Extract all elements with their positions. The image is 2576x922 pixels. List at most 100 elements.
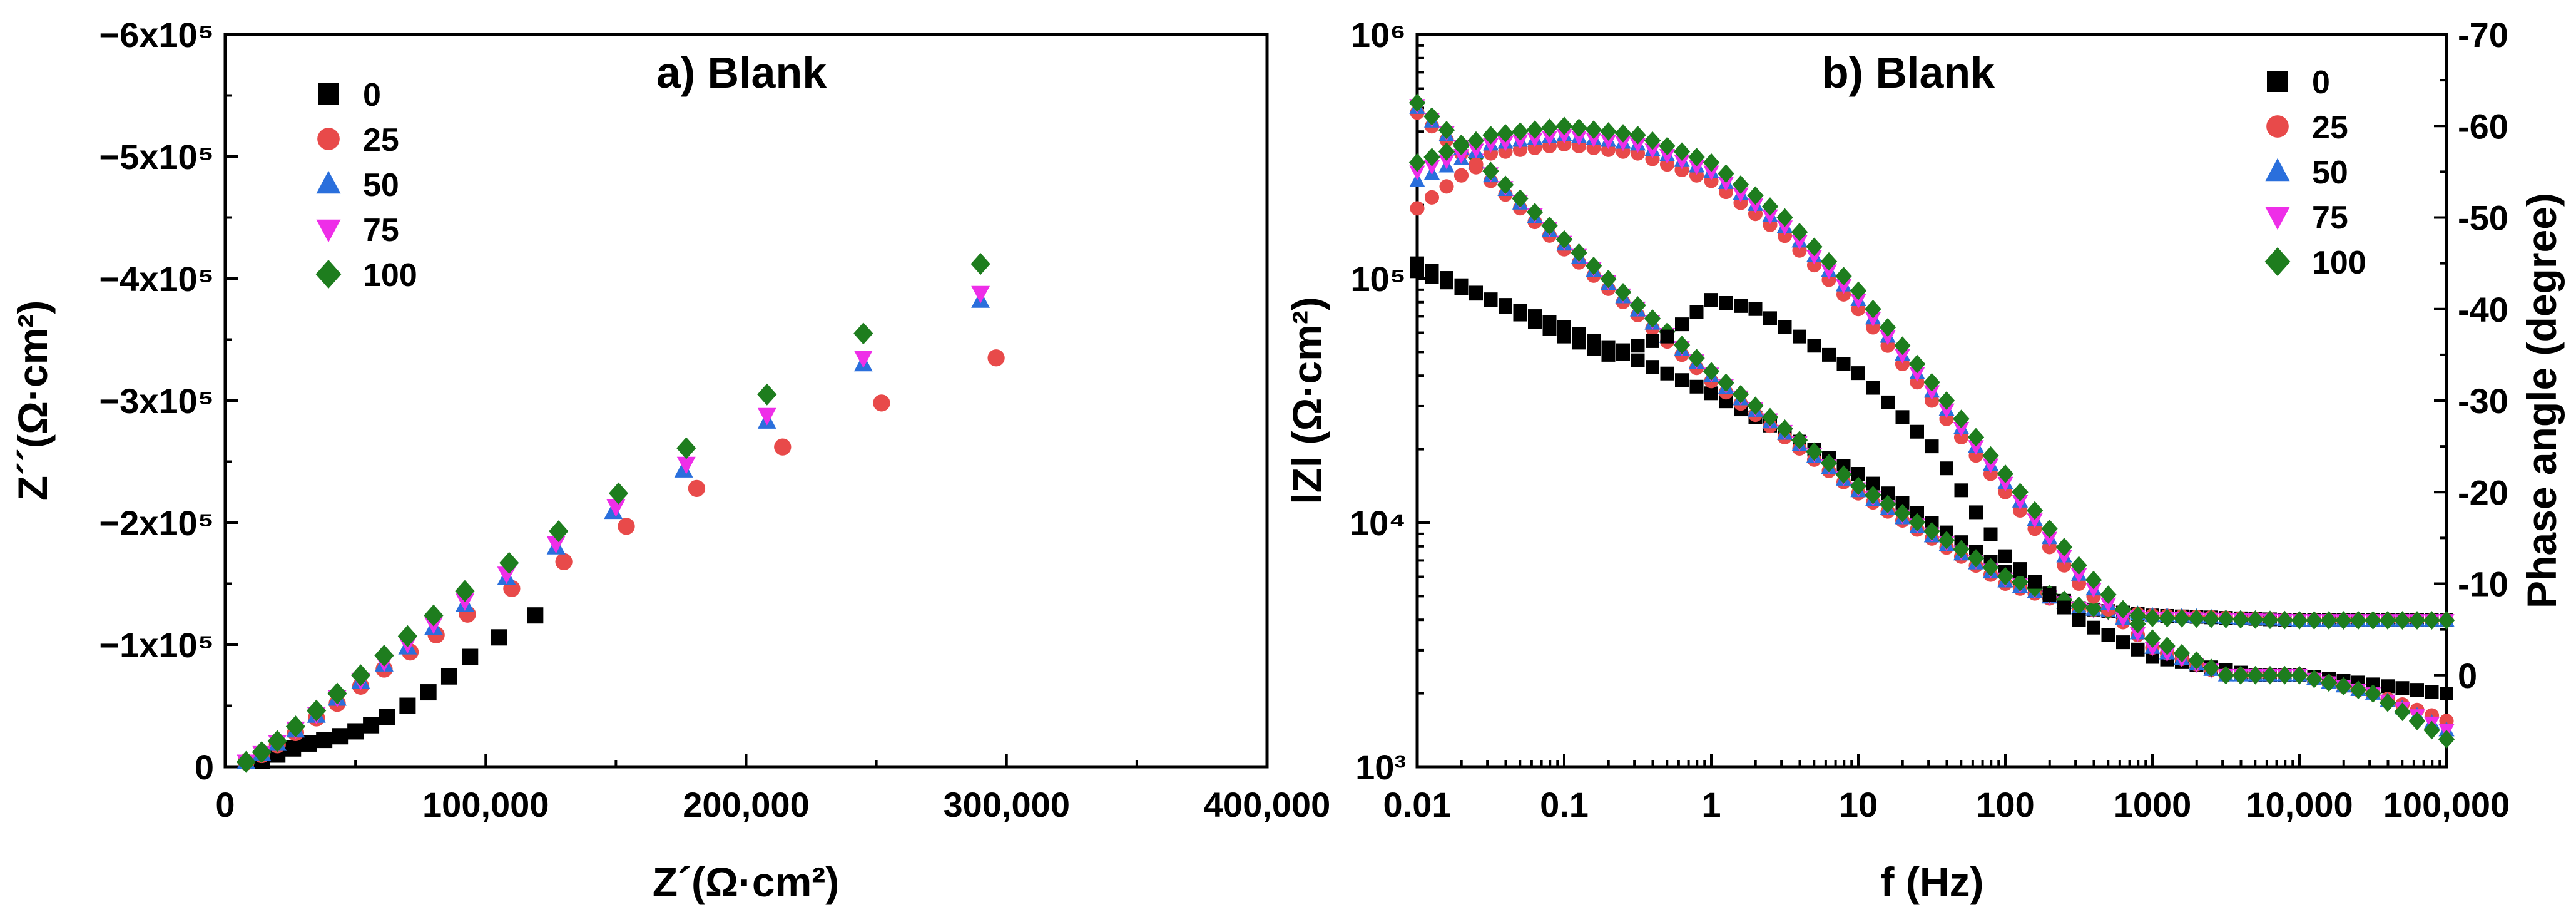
panel-b-legend: 0 25 50 75 100 xyxy=(2264,64,2366,281)
panel-b-modulus-point-100 xyxy=(2070,596,2087,615)
panel-b-phase-point-0 xyxy=(1866,381,1880,395)
panel-b-phase-point-75 xyxy=(1629,138,1646,153)
panel-b-phase-point-75 xyxy=(1688,160,1705,175)
panel-a-y-tick-label: 0 xyxy=(195,747,214,787)
legend-b-marker-50 xyxy=(2265,158,2290,182)
panel-a-point-25 xyxy=(774,438,792,456)
panel-b-phase-point-75 xyxy=(1865,312,1881,327)
panel-b-phase-point-100 xyxy=(2306,669,2323,689)
panel-b-y-tick-label: 10³ xyxy=(1355,747,1406,787)
panel-b-phase-point-0 xyxy=(2057,600,2071,615)
panel-b-phase-point-75 xyxy=(1453,149,1470,164)
legend-a-label-50: 50 xyxy=(363,167,399,203)
panel-b-x-tick-label: 1 xyxy=(1701,785,1721,824)
panel-b-phase-point-100 xyxy=(1835,267,1852,285)
panel-b-modulus-point-100 xyxy=(1644,309,1661,328)
panel-b-modulus-point-0 xyxy=(1631,353,1645,367)
panel-a-point-0 xyxy=(363,717,380,734)
panel-b-modulus-point-100 xyxy=(2012,573,2029,592)
panel-a-point-25 xyxy=(618,518,635,535)
panel-b-phase-point-75 xyxy=(1923,385,1940,401)
panel-b-modulus-point-100 xyxy=(2320,611,2338,630)
panel-b-phase-point-100 xyxy=(1600,122,1617,141)
panel-b-phase-point-0 xyxy=(1881,395,1895,409)
panel-b-modulus-point-100 xyxy=(1865,486,1881,505)
panel-b-modulus-point-0 xyxy=(1895,496,1910,510)
panel-b-phase-point-75 xyxy=(2100,597,2117,613)
panel-b-phase-point-100 xyxy=(2423,720,2440,740)
panel-b-modulus-point-100 xyxy=(2306,611,2323,630)
panel-a-point-100 xyxy=(455,580,475,602)
panel-b-phase-point-100 xyxy=(2173,643,2191,663)
panel-a-point-25 xyxy=(688,479,706,498)
panel-b-x-tick-label: 10,000 xyxy=(2246,785,2353,824)
legend-a-marker-50 xyxy=(316,170,341,194)
panel-b-phase-point-0 xyxy=(1998,549,2012,563)
panel-b-phase-point-100 xyxy=(2232,665,2249,685)
panel-a-nyquist: 0 100,000 200,000 300,000 400,000 0 −1x10⁵ −2x1… xyxy=(9,15,1330,905)
panel-b-phase-point-100 xyxy=(2408,712,2426,730)
panel-b-phase-point-0 xyxy=(1616,343,1630,357)
panel-b-phase-point-75 xyxy=(1644,143,1661,159)
panel-b-phase-point-75 xyxy=(1541,130,1558,146)
panel-b-phase-point-75 xyxy=(2012,494,2029,510)
panel-b-phase-point-0 xyxy=(1675,317,1689,332)
panel-b-phase-point-100 xyxy=(1423,148,1440,166)
panel-b-phase-point-100 xyxy=(1659,136,1676,156)
panel-b-modulus-point-0 xyxy=(1689,379,1704,394)
panel-a-point-75 xyxy=(456,593,474,612)
panel-b-phase-point-100 xyxy=(2217,665,2234,685)
panel-b-phase-point-100 xyxy=(1776,208,1793,227)
panel-b-phase-point-0 xyxy=(1660,329,1674,344)
panel-b-modulus-point-100 xyxy=(2291,611,2308,630)
panel-b-phase-point-100 xyxy=(2261,665,2279,685)
panel-a-point-75 xyxy=(676,456,696,474)
panel-b-phase-point-100 xyxy=(1673,142,1691,161)
panel-b-y2-tick-label: -70 xyxy=(2458,15,2508,54)
panel-b-phase-point-100 xyxy=(1408,153,1426,172)
panel-a-point-75 xyxy=(606,499,626,517)
panel-b-modulus-point-100 xyxy=(1761,407,1779,427)
panel-a-point-100 xyxy=(285,715,305,738)
panel-b-phase-point-75 xyxy=(1938,403,1955,419)
panel-a-legend: 0 25 50 75 100 xyxy=(315,77,417,294)
panel-a-y-tick-label: −2x10⁵ xyxy=(99,503,214,543)
panel-b-x-tick-label: 10 xyxy=(1839,785,1878,824)
panel-b-phase-point-0 xyxy=(1631,339,1645,353)
panel-a-x-tick-label: 300,000 xyxy=(944,785,1070,824)
panel-b-phase-point-75 xyxy=(1512,134,1529,150)
panel-b-modulus-point-100 xyxy=(1526,203,1544,222)
panel-b-phase-point-75 xyxy=(1733,187,1749,203)
panel-b-phase-point-0 xyxy=(1983,527,1998,541)
panel-b-phase-point-75 xyxy=(1527,132,1543,148)
panel-b-modulus-point-100 xyxy=(1908,513,1926,532)
panel-b-phase-point-75 xyxy=(1968,440,1984,455)
panel-b-phase-point-100 xyxy=(1438,142,1455,161)
panel-b-modulus-point-100 xyxy=(1879,494,1896,514)
panel-b-phase-point-75 xyxy=(2041,531,2058,547)
panel-b-phase-point-0 xyxy=(2410,683,2424,697)
panel-b-phase-point-100 xyxy=(1967,428,1985,447)
panel-b-phase-point-75 xyxy=(1909,367,1925,382)
panel-a-point-100 xyxy=(327,682,347,705)
panel-b-modulus-point-100 xyxy=(1482,161,1499,181)
panel-b-phase-point-100 xyxy=(1718,164,1734,183)
panel-b-modulus-point-100 xyxy=(1600,269,1617,289)
panel-b-phase-point-25 xyxy=(1453,168,1469,183)
panel-b-phase-point-100 xyxy=(1512,122,1529,141)
panel-b-phase-point-100 xyxy=(2276,665,2293,685)
panel-b-x-tick-label: 100,000 xyxy=(2383,785,2510,824)
panel-b-phase-point-25 xyxy=(1424,190,1440,205)
panel-b-phase-point-100 xyxy=(1761,197,1779,216)
panel-b-phase-point-0 xyxy=(2101,628,2115,642)
panel-b-modulus-point-100 xyxy=(2276,610,2293,630)
panel-b-phase-point-75 xyxy=(1880,330,1896,346)
legend-b-marker-100 xyxy=(2264,247,2291,276)
panel-b-phase-point-0 xyxy=(1954,483,1968,498)
panel-b-modulus-point-100 xyxy=(2247,610,2264,629)
panel-a-x-tick-label: 0 xyxy=(215,785,235,824)
panel-b-modulus-point-100 xyxy=(2202,609,2220,628)
panel-b-phase-point-0 xyxy=(1410,256,1424,270)
panel-a-point-100 xyxy=(236,750,256,773)
